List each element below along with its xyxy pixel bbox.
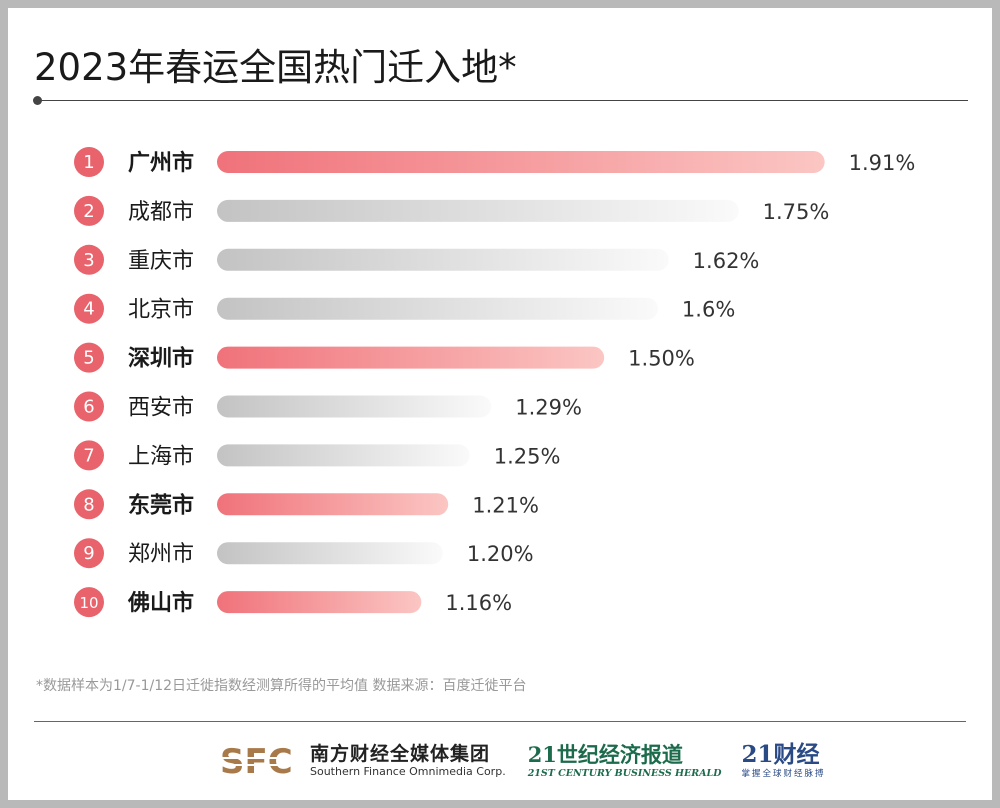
rank-badge: [74, 538, 104, 569]
footer-divider: [34, 721, 966, 722]
bar: [217, 542, 443, 565]
sfc-logo-text: 南方财经全媒体集团 Southern Finance Omnimedia Cor…: [310, 743, 506, 779]
category-label: 深圳市: [128, 346, 194, 372]
category-label: 广州市: [128, 150, 194, 176]
rank-badge: [74, 195, 104, 226]
rank-number: 8: [83, 494, 94, 515]
sfc-name-cn: 南方财经全媒体集团: [310, 743, 491, 765]
herald-name-en: 21ST CENTURY BUSINESS HERALD: [527, 767, 722, 779]
value-label: 1.25%: [494, 444, 561, 468]
rank-number: 1: [83, 152, 94, 173]
rank-number: 7: [83, 445, 94, 466]
value-label: 1.29%: [515, 396, 582, 420]
rank-badge: [74, 293, 104, 324]
caijing-logo: 21财经 掌握全球财经脉搏: [741, 742, 825, 780]
value-label: 1.20%: [467, 542, 534, 566]
rank-badge: [74, 147, 104, 177]
category-label: 郑州市: [128, 542, 194, 567]
caijing-name-cn: 21财经: [741, 741, 820, 768]
value-label: 1.50%: [628, 347, 695, 371]
category-label: 西安市: [128, 396, 194, 421]
chart-title: 2023年春运全国热门迁入地*: [34, 46, 517, 89]
sfc-logo-mark: SFC: [220, 743, 293, 779]
publisher-logos: SFC 南方财经全媒体集团 Southern Finance Omnimedia…: [220, 736, 825, 786]
category-label: 重庆市: [128, 249, 194, 274]
herald-name-cn: 21世纪经济报道: [527, 741, 683, 767]
rank-number: 4: [83, 299, 94, 320]
rank-badge: [74, 587, 104, 618]
bar: [217, 248, 669, 271]
bar: [217, 591, 422, 614]
rank-badge: [74, 489, 104, 520]
bar: [217, 493, 449, 516]
sfc-name-en: Southern Finance Omnimedia Corp.: [310, 765, 506, 778]
rank-number: 10: [79, 594, 98, 612]
rank-badge: [74, 391, 104, 422]
value-label: 1.21%: [472, 493, 539, 517]
rank-badge: [74, 342, 104, 373]
category-label: 佛山市: [127, 590, 194, 616]
category-label: 上海市: [128, 444, 194, 469]
rank-number: 9: [83, 543, 94, 564]
bar: [217, 346, 605, 369]
category-label: 成都市: [128, 200, 194, 225]
caijing-slogan: 掌握全球财经脉搏: [741, 769, 826, 779]
rank-number: 2: [83, 201, 94, 222]
bar: [217, 199, 739, 222]
rank-badge: [74, 440, 104, 471]
sfc-logo-icon: SFC: [220, 743, 300, 779]
value-label: 1.75%: [763, 200, 830, 224]
bar: [217, 395, 492, 418]
herald-logo: 21世纪经济报道 21ST CENTURY BUSINESS HERALD: [527, 741, 722, 780]
value-label: 1.6%: [682, 298, 735, 322]
infographic-card: 2023年春运全国热门迁入地* 1 广州市 1.91% 2 成都市 1.75% 3 重庆市 1.…: [8, 8, 992, 800]
rank-number: 3: [83, 250, 94, 271]
category-label: 东莞市: [128, 492, 194, 518]
value-label: 1.91%: [849, 151, 916, 175]
footnote: *数据样本为1/7-1/12日迁徙指数经测算所得的平均值 数据来源：百度迁徙平台: [36, 678, 527, 694]
bar: [217, 297, 658, 320]
value-label: 1.62%: [693, 249, 760, 273]
bar: [217, 151, 825, 173]
rank-number: 6: [83, 397, 94, 418]
value-label: 1.16%: [445, 591, 512, 615]
bar-chart: 1 广州市 1.91% 2 成都市 1.75% 3 重庆市 1.62% 4 北京市 1.6% 5 深圳市 1…: [74, 147, 916, 618]
rank-badge: [74, 244, 104, 275]
category-label: 北京市: [128, 298, 194, 323]
rank-number: 5: [83, 348, 94, 369]
title-divider-dot: [33, 96, 42, 105]
sfc-logo: SFC 南方财经全媒体集团 Southern Finance Omnimedia…: [220, 743, 506, 779]
bar: [217, 444, 470, 467]
title-divider: [38, 100, 968, 101]
